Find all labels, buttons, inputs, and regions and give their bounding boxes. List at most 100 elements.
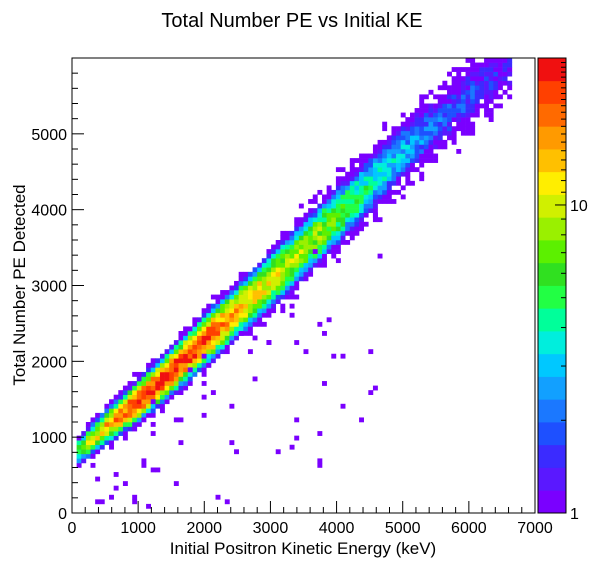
- heatmap-cell: [497, 80, 503, 86]
- heatmap-cell: [238, 299, 244, 304]
- heatmap-cell: [474, 103, 480, 109]
- heatmap-cell: [229, 335, 235, 341]
- heatmap-cell: [289, 244, 295, 250]
- heatmap-cell: [451, 80, 457, 86]
- heatmap-cell: [76, 458, 82, 464]
- heatmap-cell: [220, 317, 226, 323]
- heatmap-cell: [118, 394, 124, 400]
- heatmap-cell: [409, 158, 415, 163]
- heatmap-cell: [396, 189, 402, 195]
- heatmap-cell: [238, 331, 244, 336]
- heatmap-cell: [377, 180, 383, 186]
- heatmap-cell: [298, 230, 304, 236]
- heatmap-cell: [322, 253, 327, 259]
- heatmap-cell: [210, 312, 216, 318]
- heatmap-cell: [271, 299, 277, 304]
- heatmap-cell: [442, 117, 448, 122]
- heatmap-cell: [377, 149, 383, 154]
- heatmap-cell: [345, 230, 351, 236]
- heatmap-cell: [340, 353, 346, 359]
- heatmap-cell: [164, 376, 170, 382]
- x-tick-label: 2000: [186, 520, 222, 537]
- heatmap-cell: [317, 240, 323, 245]
- heatmap-cell: [183, 349, 189, 355]
- heatmap-cell: [90, 422, 96, 427]
- heatmap-cell: [493, 85, 499, 91]
- heatmap-cell: [113, 422, 119, 427]
- heatmap-cell: [206, 303, 212, 309]
- heatmap-cell: [90, 417, 96, 423]
- heatmap-cell: [159, 390, 165, 395]
- heatmap-cell: [414, 139, 420, 145]
- heatmap-cell: [169, 353, 175, 359]
- heatmap-cell: [247, 294, 253, 300]
- heatmap-cell: [349, 208, 355, 213]
- heatmap-cell: [433, 135, 439, 141]
- heatmap-cell: [345, 199, 351, 204]
- heatmap-cell: [275, 271, 281, 277]
- heatmap-cell: [359, 203, 364, 209]
- heatmap-cell: [90, 444, 96, 450]
- heatmap-cell: [247, 299, 253, 304]
- heatmap-cell: [502, 58, 508, 63]
- heatmap-cell: [377, 139, 383, 145]
- heatmap-cell: [474, 80, 480, 86]
- heatmap-cell: [201, 317, 207, 323]
- heatmap-cell: [326, 199, 332, 204]
- palette-swatch: [538, 149, 566, 173]
- heatmap-cell: [197, 335, 202, 341]
- heatmap-cell: [345, 208, 351, 213]
- heatmap-cell: [484, 80, 489, 86]
- heatmap-cell: [308, 208, 314, 213]
- heatmap-cell: [210, 308, 216, 314]
- heatmap-cell: [456, 103, 462, 109]
- heatmap-cell: [289, 271, 295, 277]
- palette-swatch: [538, 171, 566, 195]
- heatmap-cell: [409, 112, 415, 118]
- heatmap-cell: [451, 85, 457, 91]
- heatmap-cell: [372, 149, 378, 154]
- heatmap-cell: [164, 353, 170, 359]
- heatmap-cell: [303, 221, 309, 227]
- heatmap-cell: [243, 331, 249, 336]
- heatmap-cell: [294, 226, 300, 232]
- x-axis-title: Initial Positron Kinetic Energy (keV): [170, 539, 436, 558]
- heatmap-cell: [507, 62, 513, 68]
- heatmap-cell: [118, 431, 124, 436]
- heatmap-cell: [280, 230, 286, 236]
- heatmap-cell: [437, 144, 443, 150]
- heatmap-cell: [261, 285, 267, 291]
- heatmap-cell: [493, 67, 499, 72]
- heatmap-cell: [345, 180, 351, 186]
- heatmap-cell: [340, 240, 346, 245]
- heatmap-cell: [201, 321, 207, 327]
- heatmap-cell: [317, 221, 323, 227]
- heatmap-cell: [433, 94, 439, 100]
- heatmap-cell: [95, 422, 101, 427]
- heatmap-cell: [391, 180, 397, 186]
- heatmap-cell: [132, 403, 138, 409]
- heatmap-cell: [109, 417, 114, 423]
- heatmap-cell: [275, 262, 281, 268]
- heatmap-cell: [266, 290, 272, 295]
- heatmap-cell: [150, 390, 156, 395]
- heatmap-cell: [118, 403, 124, 409]
- heatmap-cell: [470, 67, 476, 72]
- heatmap-cell: [289, 303, 295, 309]
- heatmap-cell: [146, 503, 152, 509]
- heatmap-cell: [275, 449, 281, 455]
- heatmap-cell: [372, 171, 378, 177]
- heatmap-cell: [159, 362, 165, 368]
- heatmap-cell: [298, 221, 304, 227]
- heatmap-cell: [215, 353, 221, 359]
- heatmap-cell: [488, 71, 494, 77]
- heatmap-cell: [229, 308, 235, 314]
- heatmap-cell: [460, 112, 466, 118]
- heatmap-cell: [345, 185, 351, 191]
- heatmap-cell: [396, 135, 402, 141]
- heatmap-cell: [169, 376, 175, 382]
- palette-swatch: [538, 331, 566, 355]
- heatmap-cell: [507, 85, 513, 91]
- heatmap-cell: [210, 294, 216, 300]
- heatmap-cell: [372, 167, 378, 173]
